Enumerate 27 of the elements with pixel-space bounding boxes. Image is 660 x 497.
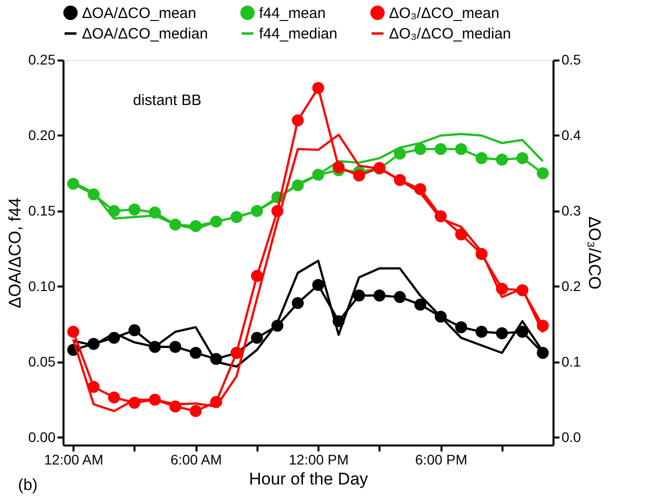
annotation: distant BB [133, 92, 202, 109]
y2-tick-label: 0.0 [562, 428, 582, 445]
y-tick-label: 0.10 [28, 278, 56, 294]
legend-label: ΔOA/ΔCO_median [82, 26, 208, 42]
y2-tick-label: 0.3 [562, 202, 582, 218]
legend-label: ΔO₃/ΔCO_median [389, 26, 512, 42]
y2-tick-label: 0.2 [562, 278, 582, 294]
x-tick-label: 12:00 PM [288, 452, 349, 468]
legend-label: ΔO₃/ΔCO_mean [389, 4, 500, 22]
legend-label: f44_median [259, 26, 338, 42]
y-tick-label: 0.20 [28, 126, 56, 143]
y-tick-label: 0.15 [28, 202, 56, 218]
y-tick-label: 0.05 [28, 353, 56, 370]
y-axis-title: ΔOA/ΔCO, f44 [5, 198, 24, 308]
y2-tick-label: 0.4 [562, 126, 582, 143]
y2-tick-label: 0.1 [562, 353, 582, 370]
legend-label: ΔOA/ΔCO_mean [82, 4, 196, 22]
x-tick-label: 6:00 PM [415, 452, 468, 468]
x-axis-title: Hour of the Day [248, 470, 369, 488]
legend-label: f44_mean [259, 4, 326, 22]
y2-axis-title: ΔO₃/ΔCO [584, 216, 604, 290]
y2-tick-label: 0.5 [562, 52, 582, 68]
text: (b) [18, 477, 38, 494]
x-tick-label: 6:00 AM [170, 452, 222, 468]
y-tick-label: 0.00 [28, 428, 56, 445]
x-tick-label: 12:00 AM [44, 452, 104, 468]
y-tick-label: 0.25 [28, 52, 56, 68]
